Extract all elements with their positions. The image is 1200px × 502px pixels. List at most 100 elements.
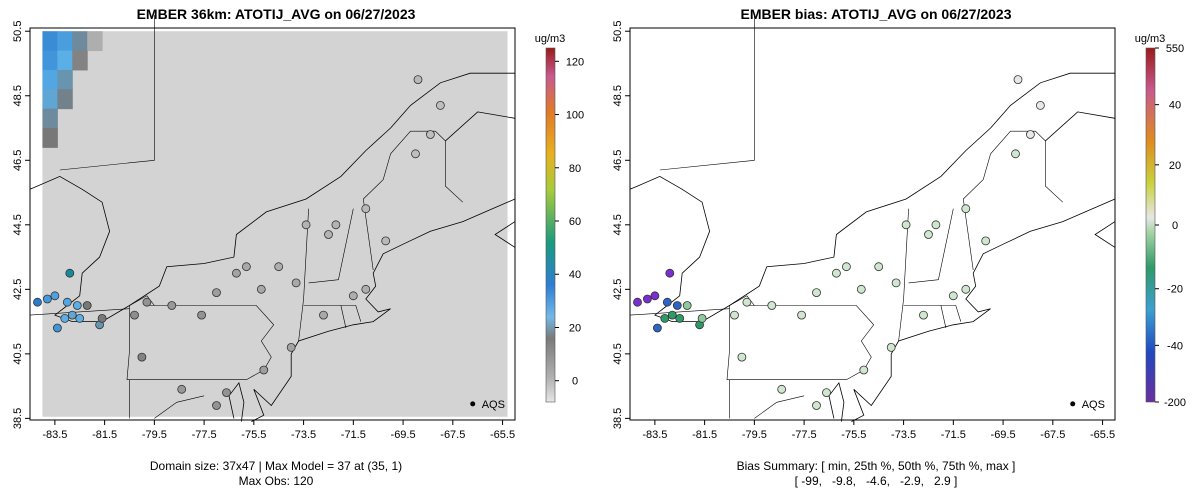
- aqs-site-point: [742, 297, 752, 307]
- aqs-site-point: [301, 220, 311, 230]
- aqs-site-point: [682, 301, 692, 310]
- aqs-site-point: [981, 236, 991, 246]
- aqs-site-point: [33, 297, 42, 307]
- colorbar-tick-label: 60: [569, 216, 581, 228]
- aqs-site-point: [50, 291, 60, 301]
- x-tick-label: -83.5: [642, 429, 667, 441]
- y-tick-label: 42.5: [12, 279, 24, 300]
- aqs-site-point: [331, 220, 341, 230]
- colorbar-unit: ug/m3: [1135, 33, 1166, 45]
- x-tick-label: -65.5: [1090, 429, 1115, 441]
- aqs-site-point: [931, 220, 941, 230]
- aqs-site-point: [662, 297, 672, 307]
- coastline: [828, 382, 845, 422]
- x-tick-label: -71.5: [941, 429, 966, 441]
- aqs-site-point: [730, 310, 739, 320]
- x-tick-label: -69.5: [391, 429, 416, 441]
- aqs-site-point: [901, 220, 911, 230]
- state-border: [908, 208, 954, 284]
- state-border: [898, 208, 909, 342]
- y-tick-label: 40.5: [12, 343, 24, 364]
- left-map-panel: -83.5 -81.5 -79.5 -77.5 -75.5 -73.5 -71.5 -69.5…: [12, 15, 584, 441]
- x-tick-label: -69.5: [991, 429, 1016, 441]
- y-tick-label: 50.5: [12, 21, 24, 42]
- aqs-site-point: [737, 352, 747, 362]
- aqs-site-point: [660, 313, 670, 323]
- state-border: [659, 15, 755, 171]
- colorbar-tick-label: 20: [569, 322, 581, 334]
- aqs-site-point: [291, 278, 301, 288]
- coastline: [629, 72, 1115, 322]
- aqs-site-point: [891, 278, 901, 288]
- coastline: [228, 382, 245, 422]
- state-border: [940, 305, 947, 329]
- state-border: [962, 130, 1064, 271]
- aqs-site-point: [348, 291, 358, 301]
- aqs-site-point: [82, 301, 92, 310]
- aqs-site-point: [43, 294, 52, 304]
- model-field: [42, 31, 508, 417]
- x-tick-label: -75.5: [241, 429, 266, 441]
- aqs-site-point: [653, 323, 662, 333]
- aqs-site-point: [961, 204, 971, 214]
- aqs-site-point: [1035, 101, 1045, 110]
- legend-dot: [470, 401, 476, 407]
- aqs-site-point: [961, 284, 971, 294]
- x-tick-label: -71.5: [341, 429, 366, 441]
- colorbar-tick-label: 40: [1169, 100, 1181, 112]
- aqs-site-point: [241, 262, 251, 272]
- colorbar-tick-label: 0: [572, 376, 578, 388]
- aqs-site-point: [812, 288, 821, 298]
- colorbar-tick-label: 0: [1172, 220, 1178, 232]
- model-cell: [42, 69, 58, 90]
- colorbar-tick-label: 20: [1169, 160, 1181, 172]
- aqs-site-point: [197, 310, 207, 320]
- x-tick-label: -81.5: [692, 429, 717, 441]
- colorbar-tick-label: -200: [1164, 397, 1186, 409]
- legend-dot: [1070, 401, 1076, 407]
- aqs-site-point: [1025, 130, 1035, 139]
- aqs-site-point: [381, 236, 391, 246]
- aqs-site-point: [797, 310, 807, 320]
- x-tick-label: -77.5: [192, 429, 217, 441]
- aqs-site-point: [177, 384, 187, 394]
- x-tick-label: -77.5: [792, 429, 817, 441]
- aqs-site-point: [948, 291, 958, 301]
- y-tick-label: 38.5: [612, 408, 624, 429]
- x-tick-label: -73.5: [291, 429, 316, 441]
- x-tick-label: -79.5: [142, 429, 167, 441]
- model-cell: [72, 50, 88, 71]
- aqs-site-point: [53, 323, 62, 333]
- model-cell: [57, 69, 73, 90]
- colorbar-tick-label: 120: [566, 56, 584, 68]
- y-tick-label: 38.5: [12, 408, 24, 429]
- colorbar-tick-label: -40: [1167, 340, 1183, 352]
- aqs-site-point: [859, 365, 869, 375]
- aqs-site-point: [924, 230, 933, 239]
- state-border: [29, 308, 130, 316]
- state-border: [154, 395, 205, 419]
- colorbar-tick-label: -20: [1167, 284, 1183, 296]
- model-cell: [42, 108, 58, 129]
- aqs-site-point: [1011, 149, 1020, 159]
- aqs-site-point: [777, 384, 787, 394]
- model-cell: [42, 50, 58, 71]
- state-border: [903, 305, 962, 322]
- aqs-site-point: [856, 284, 866, 294]
- coastline: [494, 221, 516, 248]
- aqs-site-point: [167, 301, 177, 310]
- x-tick-label: -65.5: [490, 429, 515, 441]
- coastline: [445, 111, 516, 142]
- model-cell: [42, 89, 58, 110]
- aqs-site-point: [425, 130, 435, 139]
- aqs-site-point: [259, 365, 269, 375]
- state-border: [340, 305, 347, 329]
- aqs-site-point: [324, 230, 333, 239]
- aqs-site-point: [650, 291, 660, 301]
- x-tick-label: -81.5: [92, 429, 117, 441]
- colorbar-tick-label: 550: [1166, 43, 1184, 55]
- y-tick-label: 44.5: [12, 214, 24, 235]
- aqs-site-point: [1013, 75, 1023, 84]
- left-domain-caption: Domain size: 37x47 | Max Model = 37 at (…: [149, 459, 403, 473]
- aqs-site-point: [130, 310, 139, 320]
